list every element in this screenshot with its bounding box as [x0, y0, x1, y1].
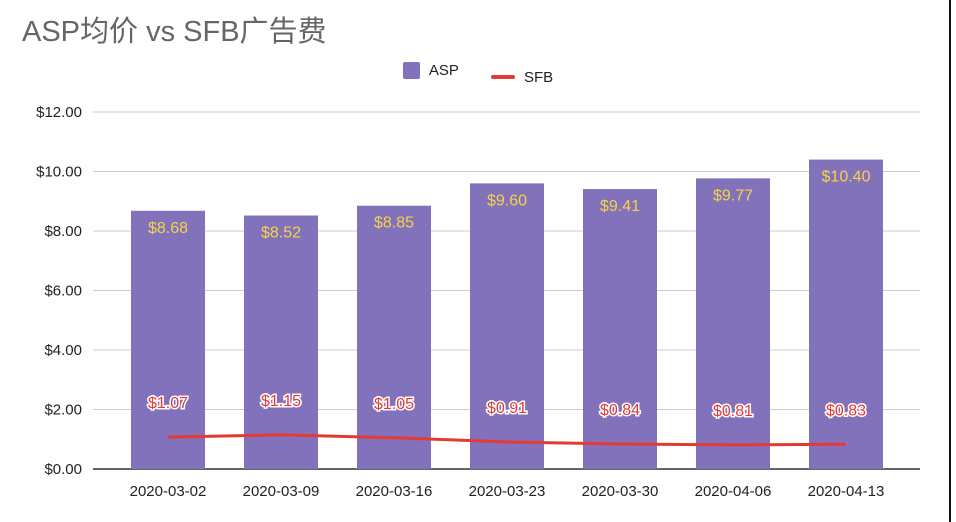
x-tick-label: 2020-03-09 [243, 483, 320, 500]
x-tick-label: 2020-04-13 [808, 483, 885, 500]
data-label-sfb: $0.84 [600, 402, 640, 419]
line-sfb [167, 433, 847, 447]
data-label-asp: $10.40 [822, 169, 871, 186]
y-tick-label: $8.00 [44, 223, 82, 240]
bar-asp [357, 205, 431, 469]
data-label-asp: $8.52 [261, 225, 301, 242]
window-border [949, 0, 951, 522]
legend-item-asp[interactable]: ASP [402, 62, 459, 79]
data-label-sfb: $0.83 [826, 402, 866, 419]
bar-asp [696, 178, 770, 469]
legend-label-asp: ASP [428, 62, 459, 79]
x-tick-label: 2020-03-02 [130, 483, 207, 500]
legend-swatch-sfb [491, 75, 515, 79]
y-tick-label: $2.00 [44, 402, 82, 419]
data-label-sfb: $1.15 [261, 393, 301, 410]
x-tick-label: 2020-03-16 [356, 483, 433, 500]
legend-item-sfb[interactable]: SFB [491, 69, 553, 86]
y-tick-label: $12.00 [36, 104, 82, 121]
legend-label-sfb: SFB [524, 68, 554, 86]
bar-asp [809, 159, 883, 469]
chart-title: ASP均价 vs SFB广告费 [22, 16, 327, 48]
y-tick-label: $10.00 [36, 164, 82, 181]
x-tick-label: 2020-03-23 [469, 483, 546, 500]
bar-asp [244, 215, 318, 469]
data-label-asp: $9.77 [713, 187, 753, 204]
legend-swatch-asp [402, 62, 420, 79]
data-label-sfb: $0.91 [487, 400, 527, 417]
data-label-asp: $9.41 [600, 198, 640, 215]
data-label-sfb: $0.81 [713, 403, 753, 420]
x-tick-label: 2020-04-06 [695, 483, 772, 500]
bar-asp [583, 189, 657, 470]
y-tick-label: $4.00 [44, 342, 82, 359]
bar-asp [470, 183, 544, 469]
data-label-asp: $9.60 [487, 192, 527, 209]
data-label-asp: $8.68 [148, 220, 188, 237]
bar-asp [131, 210, 205, 469]
x-tick-label: 2020-03-30 [582, 483, 659, 500]
y-tick-label: $0.00 [44, 461, 82, 478]
data-label-sfb: $1.07 [148, 395, 188, 412]
legend: ASP SFB [0, 62, 956, 86]
data-label-sfb: $1.05 [374, 396, 414, 413]
data-label-asp: $8.85 [374, 215, 414, 232]
y-tick-label: $6.00 [44, 283, 82, 300]
